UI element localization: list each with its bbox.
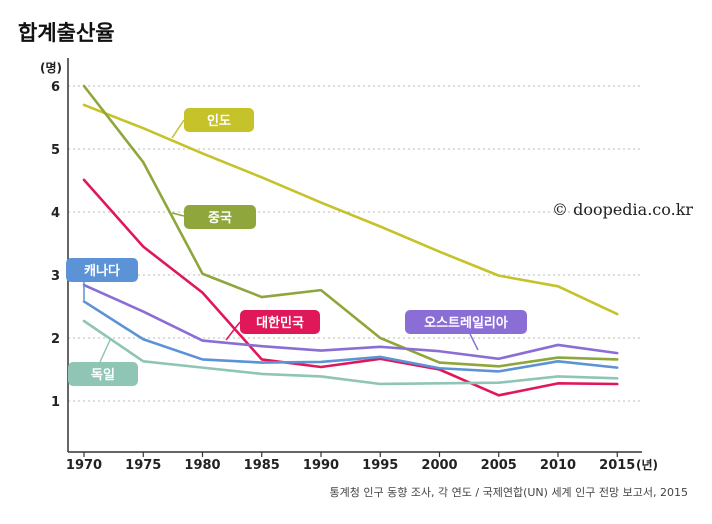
x-tick-label: 2010 <box>540 458 576 473</box>
y-tick-labels: 1 2 3 4 5 6 <box>51 80 60 410</box>
chart-title: 합계출산율 <box>18 21 115 45</box>
series-label-box <box>405 310 527 334</box>
y-tick-label: 1 <box>51 395 60 410</box>
series-line-3 <box>82 300 619 373</box>
x-tick-label: 1980 <box>184 458 220 473</box>
series-line-0 <box>82 103 619 316</box>
series-label: 중국 <box>208 211 232 226</box>
y-tick-label: 5 <box>51 143 60 158</box>
label-leader-lines <box>83 119 479 363</box>
y-tick-label: 2 <box>51 332 60 347</box>
source-note: 통계청 인구 동향 조사, 각 연도 / 국제연합(UN) 세계 인구 전망 보… <box>329 486 688 499</box>
series-label-box <box>184 108 254 132</box>
label-leader <box>99 339 111 363</box>
x-tick-label: 1985 <box>244 458 280 473</box>
series-label: 캐나다 <box>84 263 120 279</box>
series-label-box <box>240 310 320 334</box>
series-line-4 <box>82 283 619 361</box>
watermark: © doopedia.co.kr <box>552 200 693 219</box>
x-tick-label: 2000 <box>421 458 457 473</box>
y-tick-label: 4 <box>51 206 60 221</box>
label-leader <box>171 119 185 139</box>
label-leader <box>225 321 241 341</box>
y-axis-unit: (명) <box>40 61 62 75</box>
series-label: 대한민국 <box>256 315 304 331</box>
label-leader <box>469 333 479 351</box>
x-tick-label: 2015 <box>599 458 635 473</box>
series-label-box <box>66 258 138 282</box>
x-tick-label: 2005 <box>481 458 517 473</box>
gridlines <box>68 85 642 402</box>
series-label: 오스트레일리아 <box>424 315 508 331</box>
series-lines <box>82 84 619 397</box>
x-tick-labels: 1970 1975 1980 1985 1990 1995 2000 2005 2010 2015 <box>66 452 635 473</box>
x-tick-label: 1990 <box>303 458 339 473</box>
series-line-5 <box>82 319 619 386</box>
series-line-1 <box>82 84 619 368</box>
axes <box>67 58 642 453</box>
y-tick-label: 3 <box>51 269 60 284</box>
x-tick-label: 1995 <box>362 458 398 473</box>
series-label: 독일 <box>91 368 115 383</box>
series-label: 인도 <box>207 113 231 129</box>
series-label-box <box>68 362 138 386</box>
y-tick-label: 6 <box>51 80 60 95</box>
series-line-2 <box>82 178 619 397</box>
x-axis-unit: (년) <box>636 458 658 472</box>
x-tick-label: 1975 <box>125 458 161 473</box>
x-tick-label: 1970 <box>66 458 102 473</box>
label-leader <box>171 212 185 217</box>
series-label-box <box>184 205 256 229</box>
